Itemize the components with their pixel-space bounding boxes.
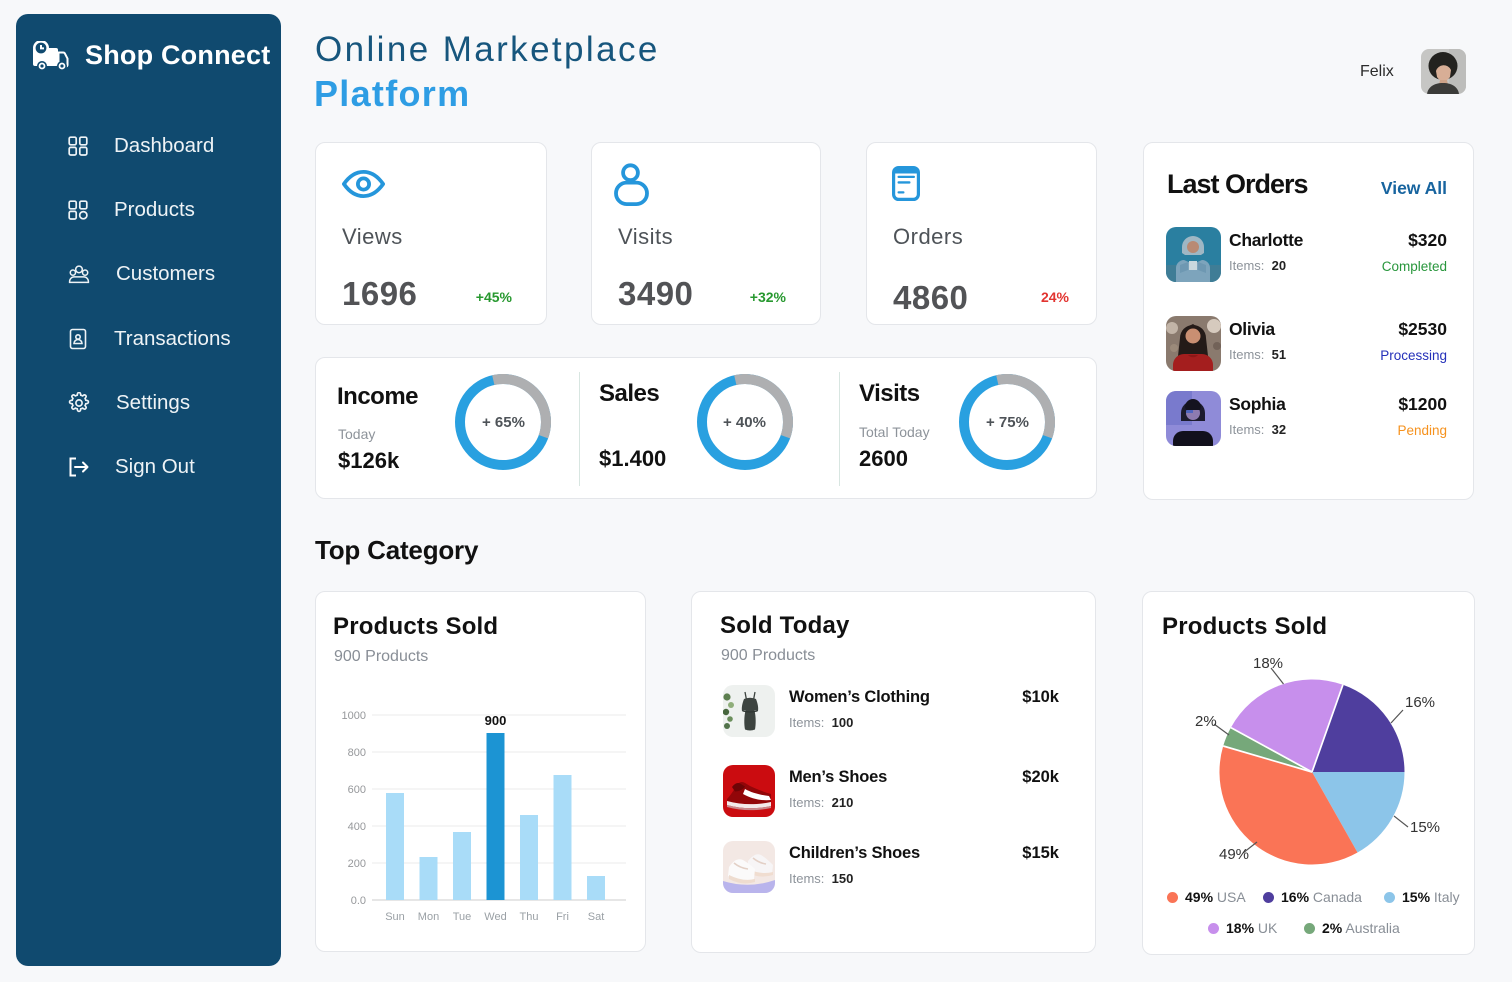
svg-text:200: 200 <box>348 858 366 870</box>
svg-text:18%: 18% <box>1253 655 1283 672</box>
svg-text:Fri: Fri <box>556 911 569 923</box>
svg-text:Wed: Wed <box>484 911 506 923</box>
svg-text:15%: 15% <box>1410 819 1440 836</box>
svg-text:Tue: Tue <box>453 911 472 923</box>
svg-text:Sat: Sat <box>588 911 605 923</box>
svg-text:900: 900 <box>485 713 507 728</box>
svg-text:16%: 16% <box>1405 694 1435 711</box>
svg-text:Thu: Thu <box>520 911 539 923</box>
svg-text:0.0: 0.0 <box>351 895 366 907</box>
svg-text:400: 400 <box>348 821 366 833</box>
svg-text:2%: 2% <box>1195 713 1217 730</box>
svg-text:49%: 49% <box>1219 846 1249 863</box>
svg-text:1000: 1000 <box>342 710 366 722</box>
svg-text:Mon: Mon <box>418 911 439 923</box>
svg-text:800: 800 <box>348 747 366 759</box>
svg-text:600: 600 <box>348 784 366 796</box>
svg-text:Sun: Sun <box>385 911 405 923</box>
